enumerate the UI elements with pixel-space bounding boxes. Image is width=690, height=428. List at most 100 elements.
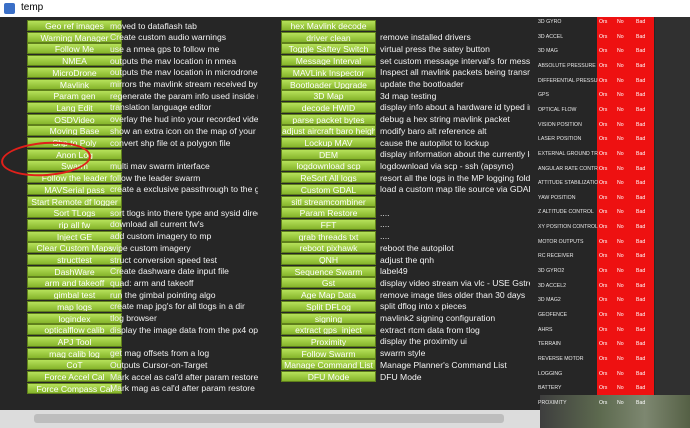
sitl-streamcombiner-button[interactable]: sitl streamcombiner xyxy=(281,195,376,207)
sensor-health-logging: Bad xyxy=(636,370,646,377)
sensor-health-battery: Bad xyxy=(636,385,646,392)
proximity-button[interactable]: Proximity xyxy=(281,335,376,347)
sensor-label-geofence: GEOFENCE xyxy=(538,312,568,318)
inject-ge-button[interactable]: Inject GE xyxy=(27,230,122,242)
lang-edit-button[interactable]: Lang Edit xyxy=(27,101,122,113)
resort-all-logs-button[interactable]: ReSort All logs xyxy=(281,172,376,184)
apj-tool-button[interactable]: APJ Tool xyxy=(27,335,122,347)
3d-map-button[interactable]: 3D Map xyxy=(281,90,376,102)
custom-gdal-button[interactable]: Custom GDAL xyxy=(281,183,376,195)
nmea-button[interactable]: NMEA xyxy=(27,55,122,67)
window-title: temp xyxy=(21,2,44,13)
logdownload-scp-button[interactable]: logdownload scp xyxy=(281,160,376,172)
sensor-present-rc-receiver: Ors xyxy=(599,253,608,260)
toggle-saftey-switch-button[interactable]: Toggle Saftey Switch xyxy=(281,43,376,55)
clear-custom-maps-button[interactable]: Clear Custom Maps xyxy=(27,242,122,254)
mavlink-inspector-button[interactable]: MAVLink Inspector xyxy=(281,66,376,78)
sensor-present-proximity: Ors xyxy=(599,399,608,406)
dfu-mode-button[interactable]: DFU Mode xyxy=(281,371,376,382)
reboot-pixhawk-button[interactable]: reboot pixhawk xyxy=(281,242,376,254)
sensor-label-attitude-stabilization: ATTITUDE STABILIZATION xyxy=(538,180,598,187)
decode-hwid-button[interactable]: decode HWID xyxy=(281,101,376,113)
driver-clean-button[interactable]: driver clean xyxy=(281,31,376,43)
lockup-mav-button[interactable]: Lockup MAV xyxy=(281,137,376,148)
sensor-health-3d-gyro2: Bad xyxy=(636,268,646,275)
clear-custom-maps-description: wipe custom imagery xyxy=(110,242,191,253)
mag-calib-log-button[interactable]: mag calib log xyxy=(27,347,122,359)
sensor-present-3d-gyro2: Ors xyxy=(599,268,608,275)
start-remote-df-logger-button[interactable]: Start Remote df logger xyxy=(27,195,122,207)
adjust-aircraft-baro-height-button[interactable]: adjust aircraft baro height xyxy=(281,125,376,137)
arm-and-takeoff-button[interactable]: arm and takeoff xyxy=(27,277,122,289)
sensor-enabled-terrain: No xyxy=(617,341,624,348)
sensor-enabled-xy-position-control: No xyxy=(617,224,624,231)
bootloader-upgrade-button[interactable]: Bootloader Upgrade xyxy=(281,78,376,90)
sensor-present-differential-pressure: Ors xyxy=(599,77,608,84)
sequence-swarm-button[interactable]: Sequence Swarm xyxy=(281,265,376,277)
force-accel-cal-description: Mark accel as cal'd after param restore xyxy=(110,371,258,382)
force-compass-cal-button[interactable]: Force Compass Cal xyxy=(27,382,122,394)
follow-me-button[interactable]: Follow Me xyxy=(27,43,122,55)
force-accel-cal-button[interactable]: Force Accel Cal xyxy=(27,371,122,382)
param-restore-description: .... xyxy=(380,207,390,218)
follow-the-leader-description: follow the leader swarm xyxy=(110,172,201,183)
structtest-button[interactable]: structtest xyxy=(27,254,122,265)
adjust-aircraft-baro-height-description: modify baro alt reference alt xyxy=(380,125,487,136)
shp-to-poly-button[interactable]: Shp to Poly xyxy=(27,137,122,148)
sensor-label-ahrs: AHRS xyxy=(538,326,553,333)
sensor-label-3d-mag2: 3D MAG2 xyxy=(538,297,561,304)
param-restore-button[interactable]: Param Restore xyxy=(281,207,376,219)
message-interval-button[interactable]: Message Interval xyxy=(281,55,376,67)
sensor-health-optical-flow: Bad xyxy=(636,106,646,113)
sensor-enabled-3d-gyro: No xyxy=(617,19,624,25)
manage-command-list-button[interactable]: Manage Command List xyxy=(281,359,376,371)
sensor-label-gps: GPS xyxy=(538,92,549,99)
age-map-data-button[interactable]: Age Map Data xyxy=(281,289,376,301)
hex-mavlink-decode-button[interactable]: hex Mavlink decode xyxy=(281,20,376,31)
sensor-present-3d-gyro: Ors xyxy=(599,19,608,25)
dashware-button[interactable]: DashWare xyxy=(27,265,122,277)
grab-threads-txt-button[interactable]: grab threads txt xyxy=(281,230,376,242)
logindex-button[interactable]: logindex xyxy=(27,312,122,324)
sensor-label-laser-position: LASER POSITION xyxy=(538,136,582,143)
sensor-enabled-absolute-pressure: No xyxy=(617,62,624,69)
gst-button[interactable]: Gst xyxy=(281,277,376,289)
microdrone-button[interactable]: MicroDrone xyxy=(27,66,122,78)
logdownload-scp-description: logdownload via scp - ssh (apsync) xyxy=(380,160,514,171)
warning-manager-button[interactable]: Warning Manager xyxy=(27,31,122,43)
sensor-health-differential-pressure: Bad xyxy=(636,77,646,84)
param-gen-button[interactable]: Param gen xyxy=(27,90,122,102)
parse-packet-bytes-button[interactable]: parse packet bytes xyxy=(281,113,376,125)
sensor-label-reverse-motor: REVERSE MOTOR xyxy=(538,355,584,362)
sensor-present-absolute-pressure: Ors xyxy=(599,62,608,69)
sort-tlogs-button[interactable]: Sort TLogs xyxy=(27,207,122,219)
mavserial-pass-button[interactable]: MAVSerial pass xyxy=(27,183,122,195)
moving-base-button[interactable]: Moving Base xyxy=(27,125,122,137)
fft-button[interactable]: FFT xyxy=(281,218,376,230)
osdvideo-button[interactable]: OSDVideo xyxy=(27,113,122,125)
sensor-health-external-ground-truth: Bad xyxy=(636,150,646,157)
anon-log-button[interactable]: Anon Log xyxy=(27,148,122,160)
cot-button[interactable]: CoT xyxy=(27,359,122,371)
qnh-button[interactable]: QNH xyxy=(281,254,376,265)
follow-swarm-button[interactable]: Follow Swarm xyxy=(281,347,376,359)
dem-button[interactable]: DEM xyxy=(281,148,376,160)
map-logs-button[interactable]: map logs xyxy=(27,300,122,312)
sensor-enabled-ahrs: No xyxy=(617,326,624,333)
extract-gps-inject-button[interactable]: extract gps_inject xyxy=(281,324,376,336)
mavlink-button[interactable]: Mavlink xyxy=(27,78,122,90)
sensor-present-terrain: Ors xyxy=(599,341,608,348)
horizontal-scrollbar[interactable] xyxy=(34,414,504,423)
opticalflow-calib-button[interactable]: opticalflow calib xyxy=(27,324,122,336)
swarm-button[interactable]: Swarm xyxy=(27,160,122,172)
geo-ref-images-button[interactable]: Geo ref images xyxy=(27,20,122,31)
status-bar xyxy=(0,410,540,428)
split-dflog-button[interactable]: Split DFLog xyxy=(281,300,376,312)
signing-button[interactable]: signing xyxy=(281,312,376,324)
gimbal-test-button[interactable]: gimbal test xyxy=(27,289,122,301)
rip-all-fw-button[interactable]: rip all fw xyxy=(27,218,122,230)
sensor-enabled-logging: No xyxy=(617,370,624,377)
follow-the-leader-button[interactable]: Follow the leader xyxy=(27,172,122,184)
extract-gps-inject-description: extract rtcm data from tlog xyxy=(380,324,480,335)
sensor-label-3d-mag: 3D MAG xyxy=(538,48,558,55)
